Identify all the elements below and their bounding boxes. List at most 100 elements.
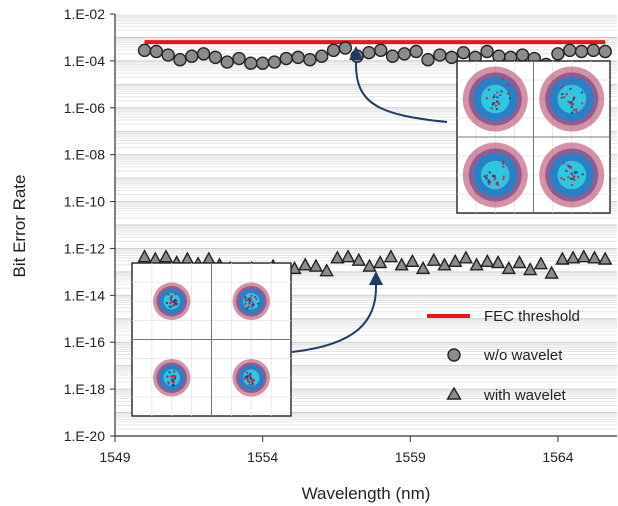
x-tick-label: 1549 xyxy=(99,449,130,465)
constellation-sample xyxy=(172,300,175,304)
point-wo-wavelet xyxy=(362,45,376,60)
x-axis-ticks: 1549 1554 1559 1564 xyxy=(99,436,574,465)
point-with-wavelet xyxy=(533,256,549,270)
point-with-wavelet xyxy=(490,255,506,269)
constellation-sample xyxy=(570,111,574,114)
inset-constellation-with-wavelet xyxy=(131,262,292,417)
constellation-sample xyxy=(580,91,584,94)
constellation-sample xyxy=(171,381,174,384)
constellation-sample xyxy=(573,175,576,178)
point-with-wavelet xyxy=(523,262,538,276)
legend-label-fec: FEC threshold xyxy=(484,308,580,325)
constellation-sample xyxy=(251,380,254,383)
point-wo-wavelet xyxy=(149,44,164,59)
constellation-sample xyxy=(251,301,254,304)
point-with-wavelet xyxy=(598,251,613,265)
constellation-sample xyxy=(244,302,247,305)
y-tick-label: 1.E-20 xyxy=(64,428,105,444)
point-with-wavelet xyxy=(512,255,527,269)
constellation-sample xyxy=(572,102,575,106)
y-tick-label: 1.E-10 xyxy=(64,194,105,210)
constellation-sample xyxy=(497,183,500,186)
constellation-sample xyxy=(165,301,169,305)
constellation-sample xyxy=(493,95,496,99)
legend-marker-with xyxy=(446,386,462,400)
constellation-sample xyxy=(506,83,509,86)
point-wo-wavelet xyxy=(444,50,459,65)
constellation-sample xyxy=(496,91,499,94)
constellation-sample xyxy=(563,178,566,181)
constellation-sample xyxy=(250,294,253,297)
point-wo-wavelet xyxy=(338,41,353,55)
constellation-sample xyxy=(571,177,574,180)
constellation-sample xyxy=(253,295,257,298)
constellation-sample xyxy=(169,298,172,301)
legend: FEC threshold w/o wavelet with wavelet xyxy=(427,308,580,404)
point-with-wavelet xyxy=(137,249,152,263)
constellation-sample xyxy=(581,173,584,176)
y-tick-label: 1.E-18 xyxy=(64,381,105,397)
constellation-sample xyxy=(572,97,576,100)
constellation-sample xyxy=(245,299,248,303)
point-wo-wavelet xyxy=(326,43,341,58)
constellation-sample xyxy=(171,304,175,307)
point-wo-wavelet xyxy=(173,53,187,67)
constellation-sample xyxy=(502,160,505,163)
constellation-sample xyxy=(485,176,488,179)
constellation-sample xyxy=(507,92,510,95)
constellation-sample xyxy=(494,104,497,107)
point-wo-wavelet xyxy=(433,48,447,62)
constellation-core xyxy=(557,84,587,114)
arrow-lower xyxy=(291,284,378,353)
constellation-sample xyxy=(174,293,177,296)
point-with-wavelet xyxy=(437,257,452,271)
constellation-sample xyxy=(167,382,170,385)
constellation-sample xyxy=(244,296,247,299)
y-tick-label: 1.E-02 xyxy=(64,6,105,22)
point-with-wavelet xyxy=(308,258,324,272)
point-with-wavelet xyxy=(373,255,388,269)
point-wo-wavelet xyxy=(574,44,589,59)
constellation-sample xyxy=(565,93,568,96)
constellation-sample xyxy=(571,173,574,176)
constellation-sample xyxy=(174,298,177,301)
point-wo-wavelet xyxy=(598,44,612,59)
constellation-sample xyxy=(249,378,253,381)
point-wo-wavelet xyxy=(279,51,293,66)
constellation-sample xyxy=(245,371,249,375)
point-with-wavelet xyxy=(394,257,409,271)
constellation-sample xyxy=(169,301,172,305)
y-axis-ticks: 1.E-02 1.E-04 1.E-06 1.E-08 1.E-10 1.E-12 1.E-… xyxy=(64,6,115,444)
constellation-sample xyxy=(569,177,572,180)
y-tick-label: 1.E-04 xyxy=(64,53,105,69)
point-wo-wavelet xyxy=(397,47,412,61)
point-wo-wavelet xyxy=(385,49,400,63)
constellation-sample xyxy=(246,376,249,380)
constellation-sample xyxy=(250,306,254,309)
constellation-sample xyxy=(489,180,492,184)
constellation-sample xyxy=(487,181,490,184)
constellation-sample xyxy=(560,96,563,99)
point-wo-wavelet xyxy=(586,43,601,58)
constellation-sample xyxy=(573,178,576,182)
constellation-sample xyxy=(493,175,496,178)
point-wo-wavelet xyxy=(480,44,494,59)
point-wo-wavelet xyxy=(291,50,305,65)
constellation-sample xyxy=(562,162,565,165)
constellation-sample xyxy=(491,174,495,177)
constellation-sample xyxy=(493,178,496,181)
point-with-wavelet xyxy=(319,263,334,277)
constellation-sample xyxy=(173,370,176,373)
arrow-upper-head xyxy=(349,46,363,60)
constellation-sample xyxy=(174,302,177,305)
constellation-sample xyxy=(567,176,570,179)
constellation-sample xyxy=(500,90,503,93)
constellation-sample xyxy=(243,377,246,380)
x-tick-label: 1559 xyxy=(395,449,426,465)
constellation-sample xyxy=(563,96,566,99)
constellation-sample xyxy=(493,94,496,97)
legend-label-wo: w/o wavelet xyxy=(483,347,563,364)
constellation-sample xyxy=(492,102,495,105)
point-wo-wavelet xyxy=(315,49,329,63)
constellation-sample xyxy=(171,377,174,380)
